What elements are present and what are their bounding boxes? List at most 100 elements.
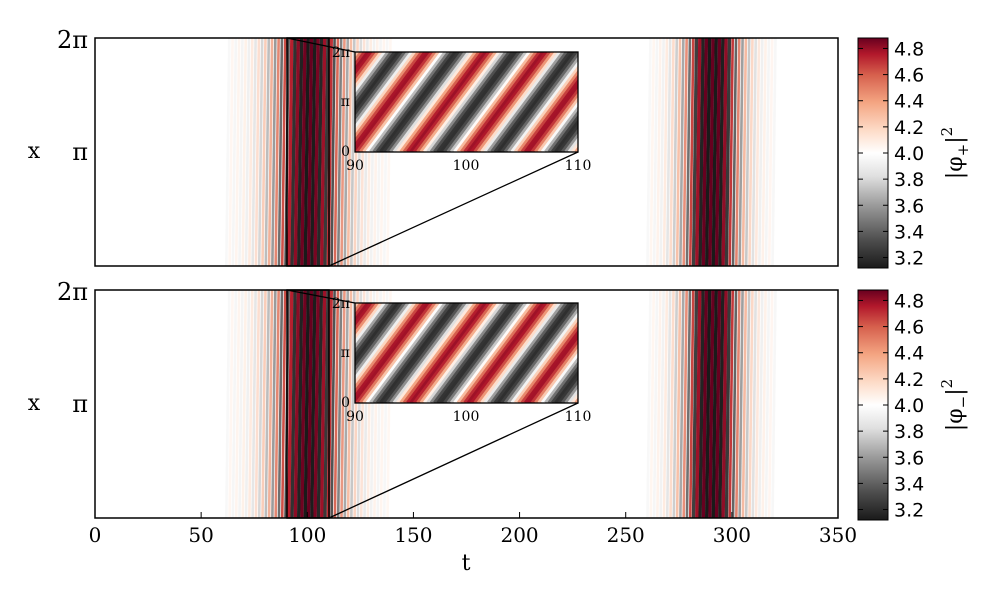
inset-stripe	[544, 105, 578, 152]
heatmap-stripe	[669, 37, 675, 267]
heatmap-stripe	[234, 289, 241, 519]
heatmap-stripe	[659, 37, 665, 267]
inset-stripe	[355, 303, 435, 403]
inset-stripe	[355, 52, 381, 87]
inset-stripe	[439, 303, 519, 403]
heatmap-stripe	[665, 289, 672, 519]
heatmap-stripe	[754, 37, 761, 267]
heatmap-stripe	[248, 37, 254, 267]
x-tick-label: 150	[394, 523, 432, 547]
bottom-inset-xtick-110: 110	[565, 409, 592, 425]
inset-stripe	[463, 52, 542, 152]
inset-stripe	[456, 303, 536, 403]
heatmap-stripe	[735, 37, 741, 267]
inset-stripe	[386, 303, 465, 403]
inset-stripe	[450, 52, 529, 152]
colorbar-tick-label: 3.6	[894, 195, 924, 217]
heatmap-stripe	[280, 289, 287, 519]
inset-stripe	[513, 316, 578, 403]
inset-stripe	[375, 303, 455, 403]
inset-stripe	[487, 303, 566, 403]
heatmap-stripe	[231, 289, 238, 519]
inset-stripe	[369, 303, 448, 403]
heatmap-stripe	[714, 289, 722, 519]
heatmap-stripe	[679, 37, 685, 267]
inset-stripe	[419, 303, 499, 403]
inset-stripe	[355, 52, 431, 152]
inset-stripe	[456, 52, 536, 152]
heatmap-stripe	[761, 289, 767, 519]
colorbar-tick-label: 4.8	[894, 38, 924, 60]
heatmap-stripe	[738, 37, 744, 267]
heatmap-stripe	[705, 37, 712, 267]
heatmap-stripe	[685, 37, 692, 267]
heatmap-stripe	[718, 37, 725, 267]
inset-stripe	[355, 52, 418, 137]
inset-stripe	[355, 52, 425, 146]
inset-stripe	[375, 52, 455, 152]
heatmap-stripe	[708, 37, 715, 267]
heatmap-stripe	[306, 289, 314, 519]
top-inset-ytick-pi: π	[341, 94, 350, 110]
colorbar-tick-label: 4.2	[894, 369, 924, 391]
inset-stripe	[402, 303, 482, 403]
heatmap-stripe	[241, 37, 248, 267]
top-zoom-connector-upper	[286, 37, 356, 53]
heatmap-stripe	[721, 37, 728, 267]
heatmap-stripe	[662, 289, 669, 519]
inset-stripe	[355, 303, 381, 338]
heatmap-stripe	[340, 289, 346, 519]
bottom-inset-ytick-0: 0	[341, 395, 350, 411]
heatmap-stripe	[764, 37, 771, 267]
heatmap-stripe	[701, 289, 709, 519]
bottom-zoom-connector-lower	[328, 402, 579, 519]
inset-stripe	[436, 52, 515, 152]
heatmap-stripe	[728, 37, 735, 267]
bottom-zoom-region	[286, 289, 330, 519]
heatmap-stripe	[656, 289, 662, 519]
colorbar-tick-label: 3.8	[894, 421, 924, 443]
heatmap-stripe	[735, 289, 741, 519]
inset-stripe	[473, 303, 552, 403]
inset-stripe	[389, 303, 468, 403]
top-heatmap-frame	[94, 37, 839, 267]
heatmap-stripe	[277, 289, 284, 519]
heatmap-stripe	[646, 37, 652, 267]
heatmap-stripe	[316, 37, 324, 267]
colorbar-tick-label: 4.6	[894, 65, 924, 87]
inset-stripe	[399, 52, 478, 152]
inset-stripe	[396, 52, 475, 152]
heatmap-stripe	[714, 37, 722, 267]
inset-stripe	[419, 52, 499, 152]
heatmap-stripe	[741, 37, 748, 267]
inset-stripe	[365, 52, 445, 152]
heatmap-stripe	[323, 37, 330, 267]
inset-stripe	[396, 303, 475, 403]
heatmap-stripe	[649, 37, 656, 267]
heatmap-stripe	[303, 37, 310, 267]
heatmap-stripe	[652, 289, 659, 519]
heatmap-stripe	[267, 289, 274, 519]
heatmap-stripe	[251, 37, 257, 267]
colorbar-tick-label: 4.6	[894, 317, 924, 339]
heatmap-stripe	[741, 289, 748, 519]
heatmap-stripe	[336, 289, 343, 519]
heatmap-stripe	[330, 37, 336, 267]
bottom-inset-frame	[354, 302, 579, 404]
heatmap-stripe	[751, 289, 758, 519]
colorbar-tick-label: 3.6	[894, 447, 924, 469]
heatmap-stripe	[293, 37, 301, 267]
heatmap-stripe	[754, 289, 761, 519]
heatmap-stripe	[280, 37, 287, 267]
top-ytick-2pi: 2π	[57, 26, 88, 54]
inset-stripe	[439, 52, 519, 152]
heatmap-stripe	[271, 289, 277, 519]
inset-stripe	[392, 52, 472, 152]
colorbar-tick-label: 3.4	[894, 221, 924, 243]
heatmap-stripe	[254, 289, 261, 519]
heatmap-stripe	[771, 37, 777, 267]
heatmap-stripe	[241, 289, 248, 519]
heatmap-stripe	[277, 37, 284, 267]
heatmap-stripe	[682, 289, 688, 519]
bottom-colorbar: 3.2 3.4 3.6 3.8 4.0 4.2 4.4 4.6 4.8 |φ−|2	[857, 289, 972, 522]
